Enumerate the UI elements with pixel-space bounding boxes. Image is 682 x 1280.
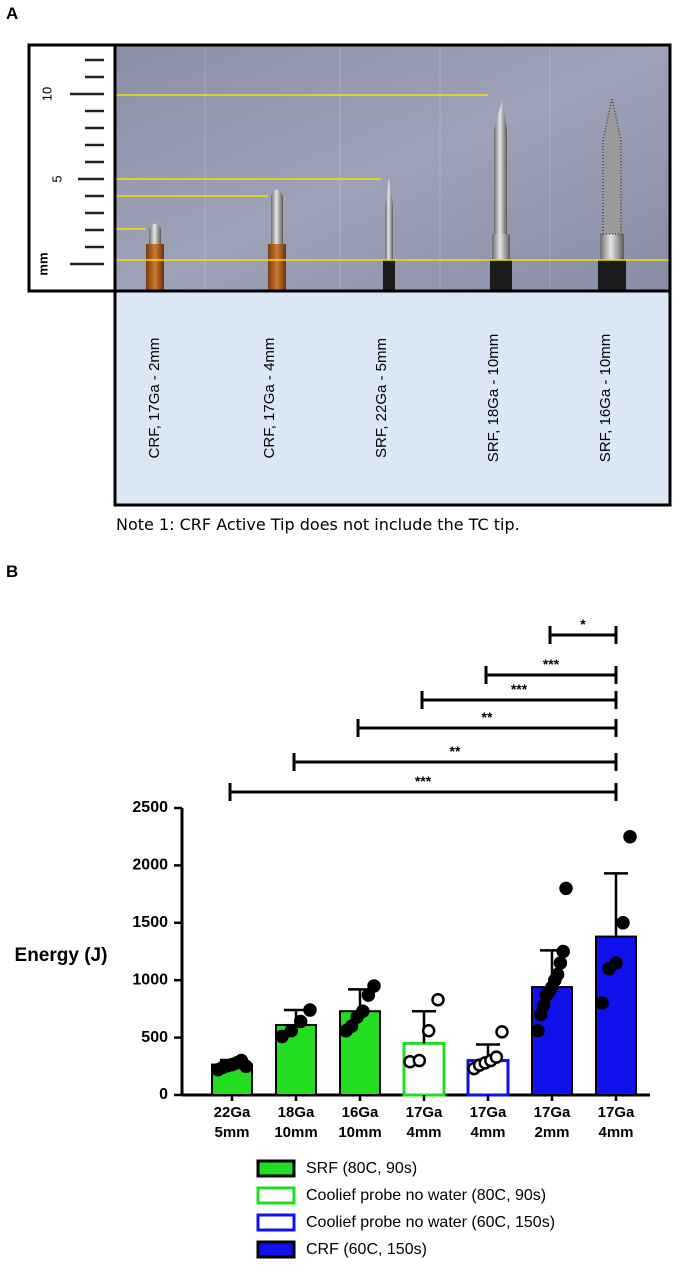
ruler-label-5: 5 [49,175,64,182]
measurement-lines [115,94,670,261]
panel-b: B Energy (J) 0 500 1000 1500 2000 2500 22Ga 5mm… [0,560,682,1280]
panel-a: A [0,0,682,560]
y-tick-label: 1500 [132,914,168,931]
energy-bar-chart: Energy (J) 0 500 1000 1500 2000 2500 22Ga 5mm 18… [15,616,650,1259]
y-tick-label: 1000 [132,971,168,988]
legend-label: SRF (80C, 90s) [306,1160,417,1177]
data-point [531,1023,545,1038]
x-tick-label: 17Ga [470,1104,507,1121]
data-point [421,1023,436,1038]
data-point [553,956,568,970]
significance-label: ** [450,743,461,759]
bar [402,1041,446,1097]
x-tick-label: 22Ga [214,1104,251,1121]
panel-a-figure: 10 5 mm [27,43,672,507]
ruler-label-10: 10 [39,87,54,101]
x-tick-label: 4mm [406,1124,441,1141]
data-point [239,1059,253,1074]
probe-crf-2mm [146,223,164,291]
labels-box [113,289,672,507]
data-point [489,1050,504,1064]
data-point [623,829,637,844]
data-point [431,992,445,1007]
x-tick-label: 5mm [214,1124,249,1141]
data-point [367,979,381,993]
y-tick-label: 2500 [132,799,168,816]
data-point [556,944,570,959]
x-tick-label: 16Ga [342,1104,379,1121]
panel-a-letter: A [6,4,19,23]
probe-label: CRF, 17Ga - 2mm [146,338,163,459]
y-axis-label: Energy (J) [15,945,108,966]
data-point [550,967,565,982]
data-point [284,1023,299,1038]
data-point [559,881,573,896]
legend-label: Coolief probe no water (80C, 90s) [306,1187,546,1204]
data-point [412,1053,427,1068]
x-tick-label: 10mm [338,1124,381,1141]
legend-label: Coolief probe no water (60C, 150s) [306,1214,555,1231]
data-point [595,996,609,1010]
data-point [275,1029,289,1044]
probe-label: CRF, 17Ga - 4mm [261,338,278,459]
x-tick-label: 4mm [470,1124,505,1141]
panel-a-note: Note 1: CRF Active Tip does not include … [116,515,520,534]
significance-label: ** [482,709,493,725]
data-point [616,916,630,930]
ruler-ticks [70,58,104,266]
probe-label: SRF, 16Ga - 10mm [597,334,614,462]
y-tick-label: 2000 [132,857,168,874]
probe-srf-16ga-10mm [598,97,626,291]
legend-swatch [256,1186,296,1205]
legend-swatch [256,1240,296,1259]
probe-label: SRF, 22Ga - 5mm [373,338,390,458]
significance-label: *** [543,656,560,672]
x-tick-label: 17Ga [598,1104,635,1121]
legend-label: CRF (60C, 150s) [306,1241,427,1258]
data-point [303,1003,317,1017]
significance-label: *** [511,681,528,697]
significance-label: * [580,616,586,632]
probe-srf-18ga-10mm [490,100,512,291]
probe-label: SRF, 18Ga - 10mm [485,334,502,462]
panel-b-letter: B [6,562,19,581]
probe-crf-4mm [268,189,286,291]
data-point [293,1014,308,1029]
x-tick-label: 2mm [534,1124,569,1141]
data-point [609,956,623,970]
y-tick-label: 0 [159,1086,168,1103]
x-tick-label: 17Ga [406,1104,443,1121]
data-point [356,1004,370,1018]
significance-label: *** [415,773,432,789]
x-tick-label: 18Ga [278,1104,315,1121]
data-point [495,1025,509,1039]
ruler-unit: mm [35,252,50,275]
legend-swatch [256,1159,296,1178]
legend-swatch [256,1213,296,1232]
x-tick-label: 10mm [274,1124,317,1141]
probe-srf-5mm [383,178,395,291]
x-tick-label: 4mm [598,1124,633,1141]
x-tick-label: 17Ga [534,1104,571,1121]
y-tick-label: 500 [141,1029,168,1046]
